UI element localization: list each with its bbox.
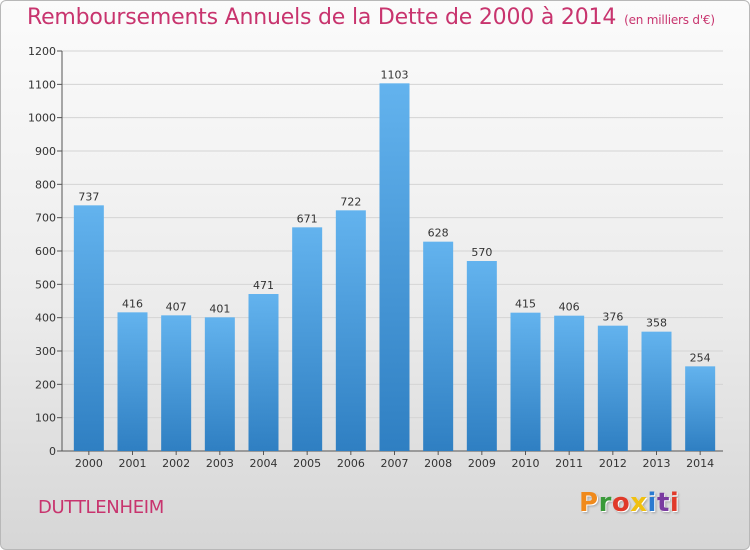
logo-letter: o	[611, 488, 631, 518]
data-label-2004: 471	[253, 279, 274, 292]
data-labels: 737 416 407 401 471 671 722 1103 628 570 415 406 376…	[78, 68, 710, 364]
bar-2004	[248, 294, 279, 451]
data-label-2011: 406	[559, 301, 580, 314]
y-tick-label: 800	[35, 178, 56, 191]
axes: 0 100 200 300 400 500 600 700 800 900 1000 1100 1200…	[28, 45, 723, 470]
x-tick-label-2007: 2007	[381, 457, 409, 470]
y-tick-label: 300	[35, 345, 56, 358]
bar-2007	[379, 83, 410, 451]
proxiti-logo: Proxiti	[579, 488, 679, 518]
chart-title: Remboursements Annuels de la Dette de 20…	[27, 5, 715, 30]
bar-2011	[554, 315, 585, 451]
bars	[73, 83, 716, 451]
bar-2005	[292, 227, 323, 451]
x-tick-label-2010: 2010	[512, 457, 540, 470]
x-tick-label-2009: 2009	[468, 457, 496, 470]
x-tick-label-2014: 2014	[686, 457, 714, 470]
data-label-2013: 358	[646, 317, 667, 330]
x-tick-label-2000: 2000	[75, 457, 103, 470]
x-tick-label-2006: 2006	[337, 457, 365, 470]
x-tick-label-2008: 2008	[424, 457, 452, 470]
y-tick-label: 700	[35, 212, 56, 225]
logo-letter: r	[598, 488, 612, 518]
data-label-2008: 628	[428, 227, 449, 240]
data-label-2012: 376	[602, 311, 623, 324]
x-tick-label-2012: 2012	[599, 457, 627, 470]
y-tick-label: 200	[35, 378, 56, 391]
data-label-2003: 401	[209, 302, 230, 315]
commune-name: DUTTLENHEIM	[38, 497, 165, 518]
x-tick-label-2004: 2004	[250, 457, 278, 470]
data-label-2002: 407	[166, 300, 187, 313]
y-tick-label: 400	[35, 312, 56, 325]
bar-2013	[641, 331, 672, 451]
y-tick-label: 1100	[28, 78, 56, 91]
data-label-2014: 254	[690, 351, 711, 364]
y-tick-label: 500	[35, 278, 56, 291]
data-label-2010: 415	[515, 298, 536, 311]
y-tick-label: 100	[35, 412, 56, 425]
bar-2003	[204, 317, 235, 451]
data-label-2006: 722	[340, 195, 361, 208]
y-tick-label: 1200	[28, 45, 56, 58]
logo-letter: x	[630, 488, 648, 518]
x-tick-label-2011: 2011	[555, 457, 583, 470]
bar-2012	[597, 325, 628, 451]
data-label-2007: 1103	[381, 68, 409, 81]
y-tick-label: 900	[35, 145, 56, 158]
logo-letter: i	[669, 488, 680, 518]
chart-title-text: Remboursements Annuels de la Dette de 20…	[27, 5, 617, 30]
data-label-2009: 570	[471, 246, 492, 259]
y-tick-label: 1000	[28, 112, 56, 125]
bar-2001	[117, 312, 148, 451]
x-tick-label-2001: 2001	[119, 457, 147, 470]
x-tick-label-2002: 2002	[162, 457, 190, 470]
logo-letter: i	[647, 488, 657, 518]
data-label-2001: 416	[122, 297, 143, 310]
data-label-2005: 671	[297, 212, 318, 225]
x-tick-label-2005: 2005	[293, 457, 321, 470]
bar-2009	[466, 261, 497, 451]
y-tick-label: 600	[35, 245, 56, 258]
x-tick-label-2013: 2013	[643, 457, 671, 470]
data-label-2000: 737	[78, 190, 99, 203]
y-tick-label: 0	[49, 445, 56, 458]
logo-letter: P	[579, 488, 599, 518]
bar-2000	[73, 205, 104, 451]
bar-2002	[161, 315, 192, 451]
chart-subtitle: (en milliers d'€)	[624, 13, 715, 27]
bar-2008	[423, 241, 454, 451]
bar-2014	[685, 366, 716, 451]
bar-2010	[510, 312, 541, 451]
logo-letter: t	[656, 488, 670, 518]
bar-2006	[335, 210, 366, 451]
x-tick-label-2003: 2003	[206, 457, 234, 470]
